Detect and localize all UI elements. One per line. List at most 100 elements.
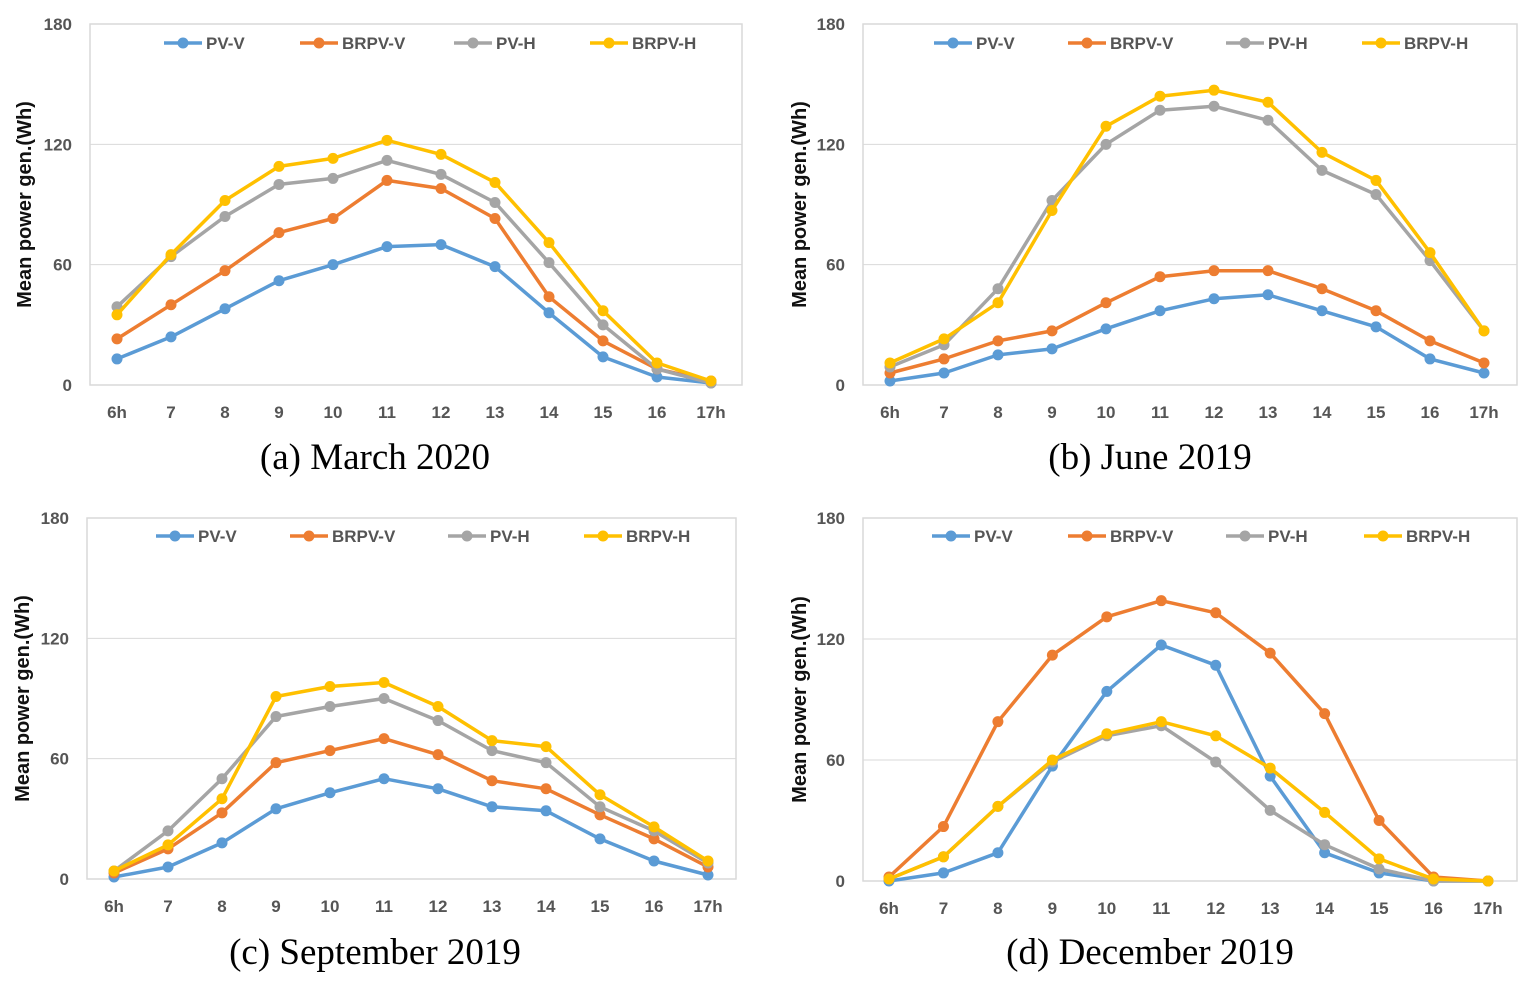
series-line-brpv-h: [115, 138, 713, 383]
data-point-brpv-h: [1154, 90, 1166, 102]
data-point-brpv-h: [1319, 806, 1331, 818]
data-point-brpv-h: [162, 839, 174, 851]
data-point-pv-v: [937, 867, 949, 879]
data-point-pv-h: [992, 283, 1004, 295]
x-tick-label: 12: [1206, 899, 1225, 918]
series-line-brpv-v: [887, 598, 1490, 883]
data-point-brpv-v: [992, 335, 1004, 347]
data-point-pv-h: [270, 711, 282, 723]
data-point-pv-v: [273, 275, 285, 287]
legend-swatch-marker: [1375, 37, 1387, 49]
chart-caption: (c) September 2019: [229, 932, 521, 973]
data-point-brpv-v: [1319, 708, 1331, 720]
x-tick-label: 10: [324, 403, 343, 422]
x-tick-label: 15: [594, 403, 613, 422]
data-point-brpv-h: [1424, 247, 1436, 259]
data-point-pv-v: [1155, 639, 1167, 651]
data-point-pv-h: [486, 745, 498, 757]
legend-entry-brpv-v: BRPV-V: [342, 34, 406, 53]
legend-entry-pv-v: PV-V: [198, 527, 237, 546]
y-axis-label: Mean power gen.(Wh): [789, 596, 811, 803]
x-tick-label: 15: [1370, 899, 1389, 918]
data-point-pv-h: [540, 757, 552, 769]
data-point-brpv-v: [1154, 271, 1166, 283]
data-point-brpv-h: [1264, 762, 1276, 774]
data-point-brpv-v: [1478, 357, 1490, 369]
data-point-pv-h: [1319, 839, 1331, 851]
data-point-pv-h: [378, 693, 390, 704]
x-tick-label: 15: [1367, 403, 1386, 422]
legend-swatch-marker: [945, 530, 957, 542]
series-line-brpv-v: [112, 736, 710, 875]
data-point-pv-v: [1478, 367, 1490, 379]
x-tick-label: 12: [432, 403, 451, 422]
data-point-brpv-v: [324, 745, 336, 757]
data-point-brpv-v: [648, 833, 660, 845]
data-point-brpv-h: [648, 821, 660, 833]
data-point-pv-v: [432, 783, 444, 795]
data-point-brpv-h: [216, 793, 228, 805]
data-point-pv-v: [111, 353, 123, 365]
x-tick-label: 13: [486, 403, 505, 422]
data-point-pv-h: [324, 701, 336, 713]
data-point-brpv-h: [992, 800, 1004, 812]
data-point-brpv-h: [1316, 146, 1328, 158]
x-tick-label: 17h: [1473, 899, 1502, 918]
x-tick-label: 12: [1205, 403, 1224, 422]
data-point-pv-v: [1046, 343, 1058, 355]
plot-frame: [86, 517, 737, 880]
y-tick-label: 180: [817, 509, 845, 528]
data-point-brpv-v: [1208, 265, 1220, 277]
data-point-pv-v: [702, 869, 714, 881]
legend-swatch-marker: [303, 530, 315, 542]
data-point-brpv-h: [702, 855, 714, 867]
legend-entry-brpv-h: BRPV-H: [632, 34, 696, 53]
data-point-brpv-h: [597, 305, 609, 317]
data-point-brpv-v: [1101, 611, 1113, 623]
data-point-pv-v: [648, 855, 660, 867]
plot-frame: [862, 517, 1518, 882]
x-tick-label: 6h: [880, 403, 900, 422]
series-line-pv-h: [887, 723, 1490, 883]
data-point-pv-h: [1264, 804, 1276, 816]
legend-swatch-marker: [169, 530, 181, 542]
series-line-pv-v: [888, 293, 1486, 383]
chart-panel-1: 0 60 120 180 6h 7 8 9 10 11 12 13 14 15 16 17h Mean powe…: [14, 15, 743, 478]
y-tick-label: 0: [836, 872, 845, 891]
data-point-pv-h: [1370, 188, 1382, 200]
x-tick-label: 9: [1048, 899, 1057, 918]
data-point-pv-v: [1424, 353, 1436, 365]
y-tick-label: 60: [826, 256, 845, 275]
data-point-pv-h: [1316, 164, 1328, 176]
y-tick-label: 120: [44, 135, 72, 154]
data-point-brpv-h: [324, 680, 336, 692]
y-tick-label: 60: [50, 750, 69, 769]
data-point-brpv-h: [543, 237, 555, 249]
series-line-brpv-v: [115, 178, 713, 383]
y-tick-label: 0: [836, 376, 845, 395]
data-point-brpv-v: [1155, 595, 1167, 607]
data-point-brpv-v: [273, 227, 285, 239]
data-point-brpv-h: [270, 690, 282, 702]
data-point-brpv-v: [1316, 283, 1328, 295]
plot-frame: [862, 23, 1518, 386]
x-tick-label: 17h: [1469, 403, 1498, 422]
data-point-brpv-v: [489, 213, 501, 225]
data-point-brpv-v: [381, 174, 393, 186]
data-point-brpv-v: [1264, 647, 1276, 659]
x-tick-label: 6h: [104, 897, 124, 916]
data-point-brpv-h: [1046, 754, 1058, 766]
x-tick-label: 14: [537, 897, 556, 916]
legend-entry-pv-h: PV-H: [496, 34, 536, 53]
series-line-pv-v: [112, 776, 710, 879]
data-point-pv-v: [219, 303, 231, 315]
data-point-brpv-h: [1478, 325, 1490, 337]
data-point-pv-v: [1210, 659, 1222, 671]
series-line-pv-h: [112, 696, 710, 873]
series-line-brpv-h: [887, 719, 1490, 883]
data-point-brpv-h: [883, 873, 895, 885]
x-tick-label: 10: [1097, 403, 1116, 422]
data-point-brpv-h: [273, 160, 285, 172]
data-point-pv-v: [162, 861, 174, 873]
